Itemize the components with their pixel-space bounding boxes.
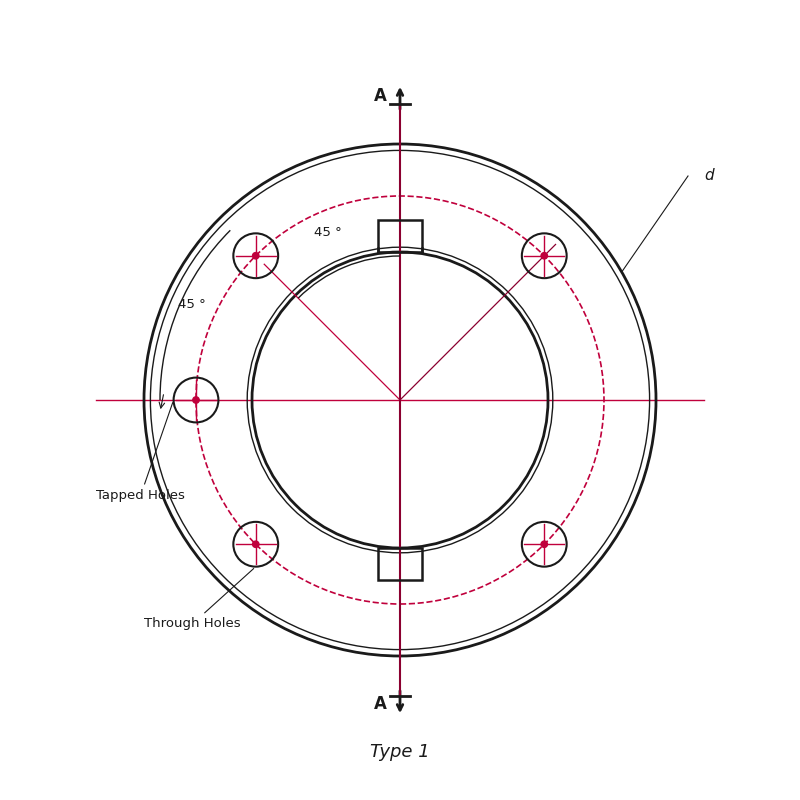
Text: Through Holes: Through Holes <box>144 569 254 630</box>
Circle shape <box>193 397 199 403</box>
Bar <box>378 220 422 252</box>
Text: Tapped Holes: Tapped Holes <box>96 402 185 502</box>
Text: A: A <box>374 695 386 713</box>
Text: Type 1: Type 1 <box>370 743 430 761</box>
Bar <box>378 548 422 580</box>
Circle shape <box>253 253 259 259</box>
Circle shape <box>253 541 259 547</box>
Circle shape <box>541 253 547 259</box>
Text: A: A <box>374 87 386 105</box>
Circle shape <box>541 541 547 547</box>
Text: d: d <box>704 169 714 183</box>
Text: 45 °: 45 ° <box>178 298 206 310</box>
Text: 45 °: 45 ° <box>314 226 342 238</box>
